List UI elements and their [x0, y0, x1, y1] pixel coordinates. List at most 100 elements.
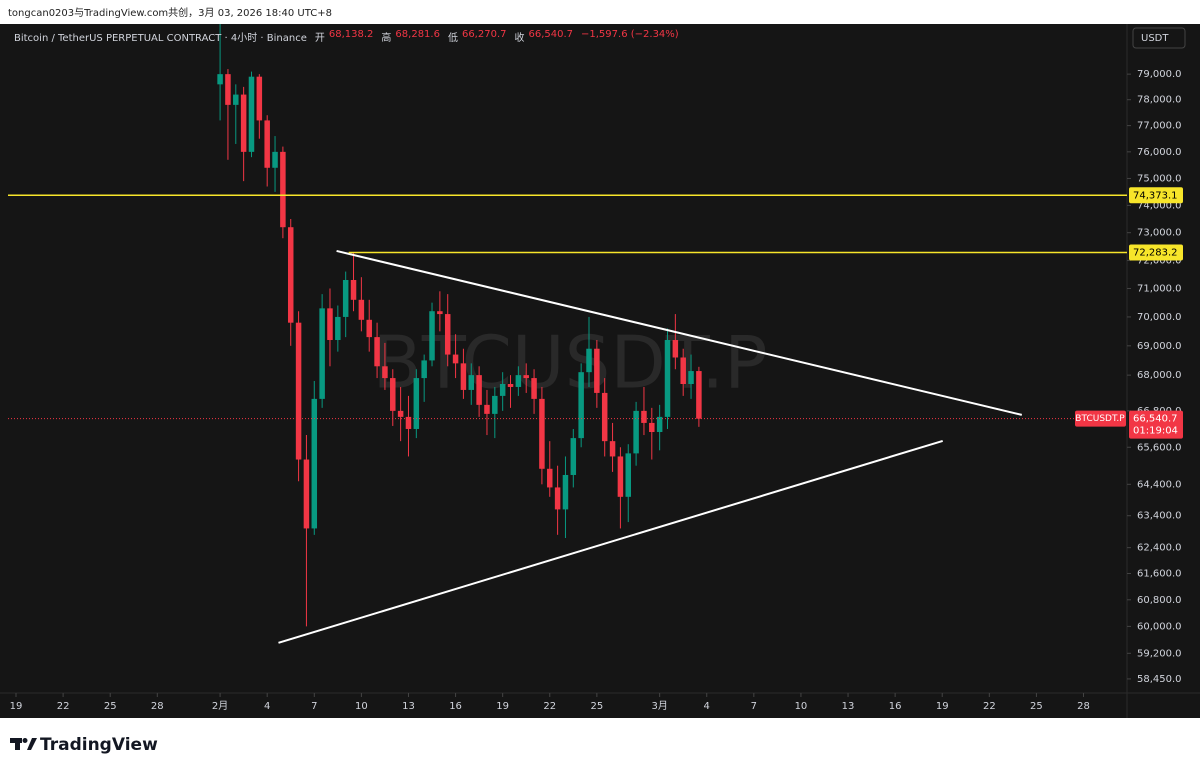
y-tick-label: 74,000.0 [1137, 200, 1182, 211]
x-tick-label: 22 [57, 701, 70, 712]
logo-shape [15, 738, 20, 750]
candle-body [570, 438, 577, 475]
candle-body [256, 76, 263, 121]
candle-body [335, 316, 341, 341]
legend-value: 66,540.7 [528, 29, 574, 40]
x-tick-label: 22 [543, 701, 556, 712]
candle-body [264, 120, 270, 168]
candle-body [594, 348, 600, 393]
symbol-title: Bitcoin / TetherUS PERPETUAL CONTRACT · … [14, 33, 307, 44]
candle-body [452, 354, 459, 364]
candle-body [649, 422, 655, 433]
candle-body [319, 308, 325, 399]
y-tick-label: 71,000.0 [1137, 283, 1182, 294]
legend-value: 66,270.7 [461, 29, 507, 40]
candle-body [672, 340, 679, 358]
y-tick-label: 75,000.0 [1137, 173, 1182, 184]
candle-body [272, 151, 278, 168]
price-level-label: 72,283.2 [1133, 248, 1178, 259]
candle-body [421, 360, 427, 379]
price-level-label: 74,373.1 [1133, 190, 1178, 201]
legend-key: 低 [447, 33, 458, 44]
x-tick-label: 28 [1077, 701, 1090, 712]
candle-body [303, 459, 310, 529]
candle-body [327, 308, 333, 341]
x-tick-label: 10 [355, 701, 368, 712]
countdown-label: 01:19:04 [1133, 426, 1178, 437]
x-tick-label: 25 [590, 701, 603, 712]
x-tick-label: 22 [983, 701, 996, 712]
candle-body [625, 453, 632, 497]
candle-body [366, 319, 372, 338]
candle-body [444, 314, 451, 355]
candle-body [405, 416, 412, 429]
candle-body [358, 299, 365, 320]
candle-body [507, 384, 514, 387]
x-tick-label: 13 [842, 701, 855, 712]
y-tick-label: 69,000.0 [1137, 341, 1182, 352]
currency-button[interactable] [1132, 27, 1186, 49]
candle-body [656, 416, 663, 433]
candle-body [295, 322, 302, 460]
x-tick-label: 2月 [212, 700, 228, 712]
trend-line [278, 439, 943, 644]
candle-body [413, 378, 420, 429]
attribution: tongcan0203与TradingView.com共创，3月 03, 202… [8, 6, 332, 19]
x-tick-label: 28 [151, 701, 164, 712]
candle-body [233, 94, 239, 105]
candle-body [531, 378, 537, 399]
y-tick-label: 79,000.0 [1137, 69, 1182, 80]
y-tick-label: 59,200.0 [1137, 648, 1182, 659]
y-tick-label: 60,000.0 [1137, 621, 1182, 632]
candle-body [578, 372, 584, 439]
candle-body [248, 76, 255, 152]
legend-value: 68,281.6 [395, 29, 440, 40]
y-tick-label: 61,600.0 [1137, 569, 1182, 580]
price-level-box [1129, 244, 1183, 261]
logo-shape [22, 738, 28, 743]
legend-key: 高 [381, 33, 392, 44]
chart-background [0, 24, 1200, 718]
symbol-label: BTCUSDT.P [1075, 414, 1125, 424]
candle-body [554, 487, 561, 510]
axes: 79,000.0 78,000.0 77,000.0 76,000.0 75,000.0… [10, 69, 1183, 712]
candle-body [374, 337, 380, 367]
footer-brand: TradingView [40, 735, 158, 755]
last-price-box [1129, 410, 1183, 439]
legend-change: −1,597.6 (−2.34%) [581, 29, 679, 40]
candle-body [680, 357, 686, 385]
candle-body [225, 74, 231, 105]
legend-key: 开 [314, 33, 325, 44]
legend-key: 收 [514, 33, 525, 44]
watermark: BTCUSDT.P [372, 321, 767, 405]
candle-body [460, 363, 467, 390]
y-tick-label: 58,450.0 [1137, 674, 1182, 685]
currency-label[interactable]: USDT [1141, 33, 1169, 44]
candle-body [609, 441, 616, 457]
candle-body [641, 410, 647, 423]
candle-body [397, 410, 404, 417]
x-tick-label: 3月 [651, 700, 667, 712]
y-tick-label: 76,000.0 [1137, 147, 1182, 158]
candle-body [499, 384, 506, 396]
candle-body [586, 348, 592, 373]
x-tick-label: 19 [936, 701, 949, 712]
candle-body [484, 404, 490, 414]
candle-body [437, 311, 443, 315]
x-tick-label: 19 [10, 701, 23, 712]
y-tick-label: 62,400.0 [1137, 543, 1182, 554]
candle-body [515, 375, 522, 387]
candle-body [523, 375, 529, 379]
candle-body [382, 366, 388, 379]
x-tick-label: 7 [311, 701, 317, 712]
candle-body [350, 280, 357, 300]
candle-body [492, 395, 498, 414]
x-tick-label: 16 [449, 701, 462, 712]
x-tick-label: 13 [402, 701, 415, 712]
footer-logo: TradingView [10, 735, 158, 755]
plot [8, 24, 1127, 644]
candle-body [429, 311, 435, 361]
candle-body [617, 456, 624, 497]
candle-body [240, 94, 247, 152]
